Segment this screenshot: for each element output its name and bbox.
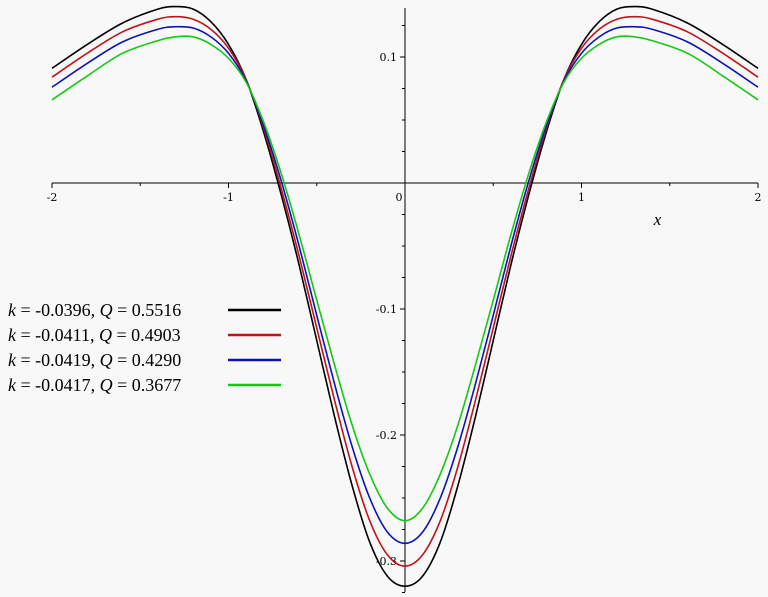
legend-label: k = -0.0417, Q = 0.3677 (8, 375, 181, 395)
y-tick-label: -0.1 (376, 303, 397, 316)
legend-item-2: k = -0.0411, Q = 0.4903 (8, 325, 281, 345)
x-ticks: -2 -1 0 1 2 (47, 183, 762, 204)
legend-item-1: k = -0.0396, Q = 0.5516 (8, 300, 281, 320)
x-tick-label: -1 (223, 191, 234, 204)
legend: k = -0.0396, Q = 0.5516 k = -0.0411, Q = … (8, 300, 281, 395)
x-tick-label: -2 (47, 191, 58, 204)
series-line-1 (51, 5, 759, 588)
y-tick-label: 0.1 (380, 51, 398, 64)
series-layer (51, 5, 759, 588)
legend-label: k = -0.0411, Q = 0.4903 (8, 325, 181, 345)
legend-label: k = -0.0419, Q = 0.4290 (8, 350, 181, 370)
axes: -2 -1 0 1 2 0.1 -0.1 -0.2 -0.3 x (47, 8, 762, 593)
y-tick-label: -0.2 (376, 429, 397, 442)
legend-label: k = -0.0396, Q = 0.5516 (8, 300, 181, 320)
x-tick-label: 2 (755, 191, 762, 204)
legend-item-4: k = -0.0417, Q = 0.3677 (8, 375, 281, 395)
y-ticks: 0.1 -0.1 -0.2 -0.3 (376, 25, 405, 593)
series-line-4 (51, 35, 759, 522)
legend-item-3: k = -0.0419, Q = 0.4290 (8, 350, 281, 370)
x-axis-title: x (653, 210, 662, 229)
series-line-3 (51, 25, 759, 545)
x-tick-label: 0 (396, 191, 403, 204)
series-line-2 (51, 15, 759, 567)
y-tick-label: -0.3 (376, 555, 397, 568)
x-tick-label: 1 (578, 191, 585, 204)
